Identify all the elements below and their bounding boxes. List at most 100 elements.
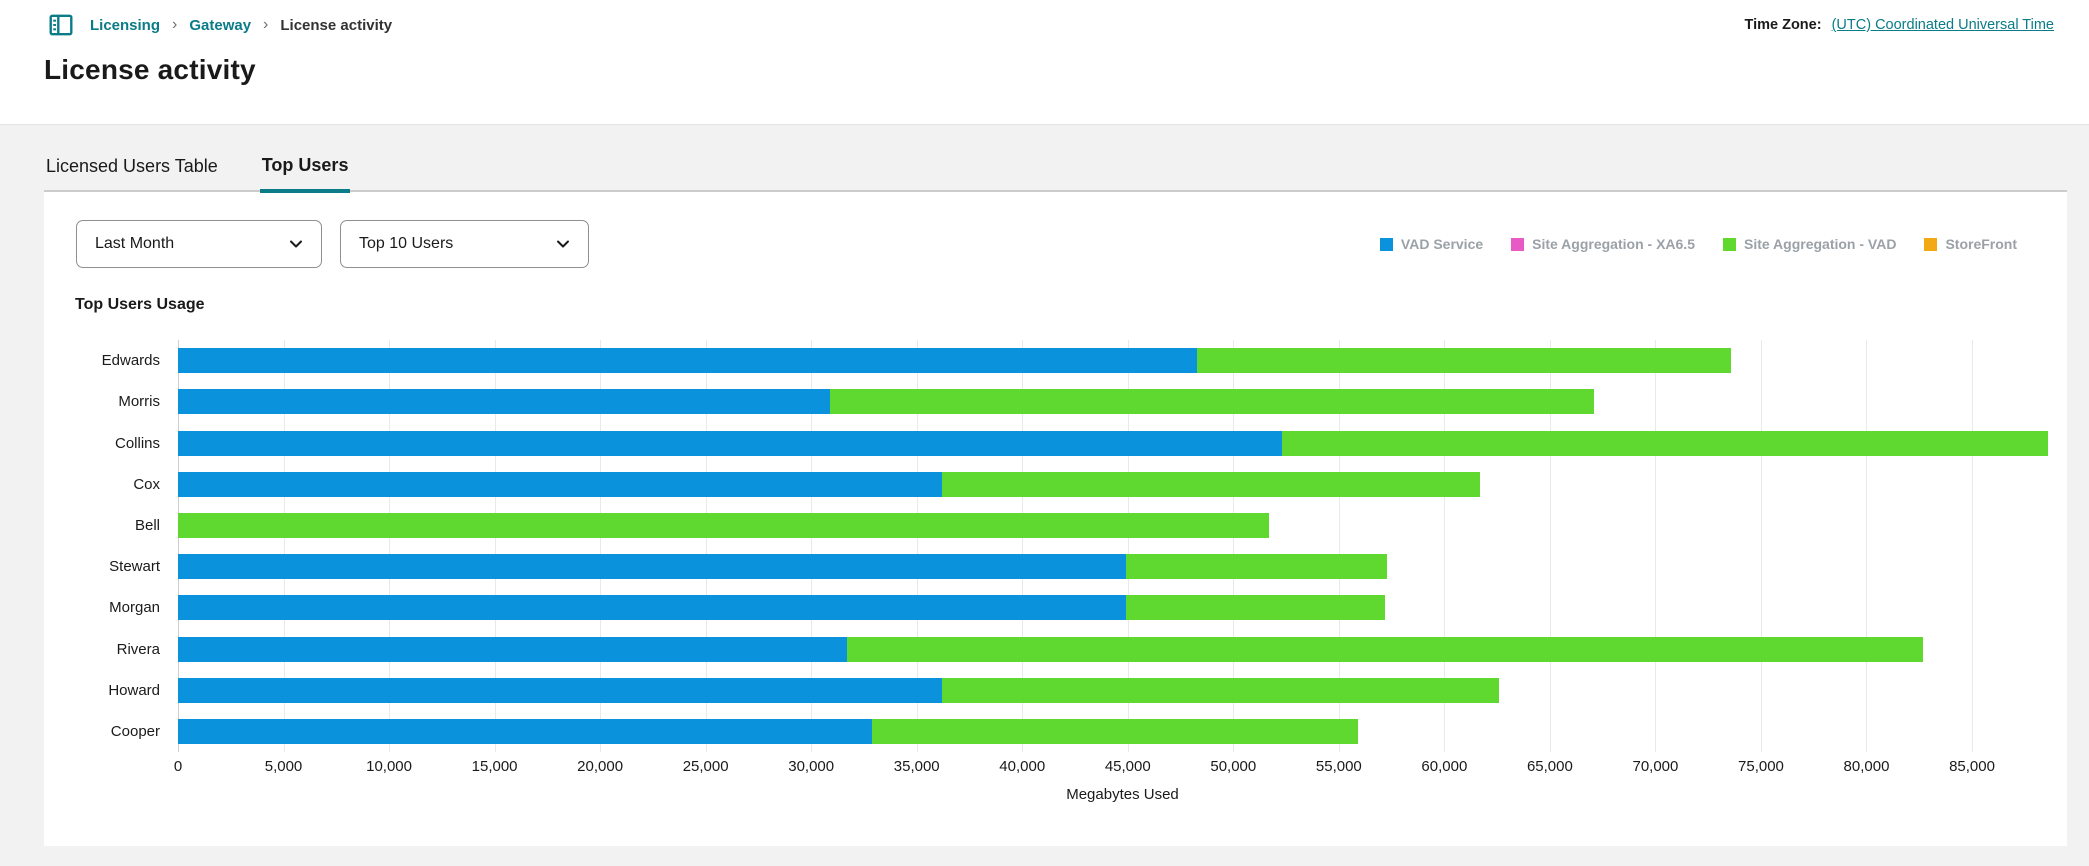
category-label: Edwards [101, 352, 160, 370]
bar-segment-site-aggregation-vad[interactable] [1125, 595, 1386, 621]
x-tick-label: 85,000 [1949, 758, 1995, 775]
breadcrumb-link-licensing[interactable]: Licensing [90, 16, 161, 34]
bar-segment-vad-service[interactable] [178, 554, 1126, 580]
x-axis-title-row: Megabytes Used [44, 786, 2067, 803]
category-label: Cox [133, 475, 160, 493]
gridline [283, 340, 285, 752]
x-tick-label: 50,000 [1210, 758, 1257, 775]
period-dropdown-value: Last Month [95, 235, 175, 252]
top-users-chart: Edwards Morris Collins Cox Bell Stewart Morgan… [44, 340, 2067, 803]
breadcrumb-separator-icon: › [263, 16, 269, 33]
x-tick-label: 55,000 [1315, 758, 1362, 775]
filter-dropdowns: Last Month Top 10 Users [76, 220, 589, 268]
x-axis-ticks: 0 5,000 10,000 15,000 20,000 25,000 30,000 35,0… [174, 758, 2067, 778]
bar-segment-site-aggregation-vad[interactable] [872, 718, 1358, 744]
x-tick-label: 45,000 [1104, 758, 1151, 775]
top-users-dropdown[interactable]: Top 10 Users [340, 220, 589, 268]
stacked-bar-bell [178, 512, 2067, 538]
bar-segment-vad-service[interactable] [178, 677, 943, 703]
gridline [1655, 340, 1657, 752]
x-axis-title: Megabytes Used [1066, 786, 1179, 803]
bar-segment-site-aggregation-vad[interactable] [942, 471, 1481, 497]
legend-label: Site Aggregation - XA6.5 [1532, 236, 1695, 252]
legend-swatch-icon [1924, 237, 1938, 251]
category-label: Cooper [110, 722, 160, 740]
legend-item-storefront[interactable]: StoreFront [1924, 236, 2017, 252]
bar-segment-vad-service[interactable] [178, 595, 1126, 621]
legend-label: StoreFront [1945, 236, 2017, 252]
x-tick-label: 25,000 [682, 758, 729, 775]
gridline [1338, 340, 1340, 752]
chart-row [178, 505, 2067, 546]
bar-segment-vad-service[interactable] [178, 430, 1282, 456]
chart-row [178, 546, 2067, 587]
category-label: Rivera [116, 640, 160, 658]
x-tick-label: 35,000 [893, 758, 940, 775]
timezone-link[interactable]: (UTC) Coordinated Universal Time [1831, 17, 2054, 33]
chart-body: Edwards Morris Collins Cox Bell Stewart Morgan… [44, 340, 2067, 752]
period-dropdown[interactable]: Last Month [76, 220, 322, 268]
legend-item-vad-service[interactable]: VAD Service [1379, 236, 1484, 252]
chart-row [178, 464, 2067, 505]
chart-row [178, 711, 2067, 752]
gridline [916, 340, 918, 752]
bar-segment-site-aggregation-vad[interactable] [1125, 554, 1388, 580]
x-tick-label: 75,000 [1738, 758, 1784, 775]
gridline [1760, 340, 1762, 752]
chart-gridlines [178, 340, 2067, 752]
gridline [1444, 340, 1446, 752]
legend-swatch-icon [1722, 237, 1736, 251]
chevron-down-icon [554, 235, 572, 253]
x-tick-label: 40,000 [999, 758, 1046, 775]
category-labels: Edwards Morris Collins Cox Bell Stewart Morgan… [44, 340, 178, 752]
bar-segment-site-aggregation-vad[interactable] [1281, 430, 2048, 456]
tab-top-users[interactable]: Top Users [259, 155, 351, 193]
bar-segment-site-aggregation-vad[interactable] [847, 636, 1924, 662]
chart-bars [178, 340, 2067, 752]
x-tick-label: 15,000 [471, 758, 518, 775]
stacked-bar-morgan [178, 595, 2067, 621]
category-label: Collins [114, 434, 160, 452]
gridline [1233, 340, 1235, 752]
legend-item-site-aggregation-vad[interactable]: Site Aggregation - VAD [1722, 236, 1897, 252]
chart-plot-area [178, 340, 2067, 752]
chart-legend: VAD Service Site Aggregation - XA6.5 Site … [1379, 236, 2017, 252]
bar-segment-vad-service[interactable] [178, 636, 848, 662]
bar-segment-vad-service[interactable] [178, 471, 943, 497]
bar-segment-site-aggregation-vad[interactable] [942, 677, 1500, 703]
gridline [1972, 340, 1974, 752]
breadcrumb-separator-icon: › [172, 16, 178, 33]
gridline [811, 340, 813, 752]
bar-segment-site-aggregation-vad[interactable] [178, 512, 1270, 538]
stacked-bar-cooper [178, 718, 2067, 744]
stacked-bar-morris [178, 389, 2067, 415]
category-label: Stewart [109, 558, 160, 576]
stacked-bar-collins [178, 430, 2067, 456]
bar-segment-vad-service[interactable] [178, 348, 1198, 374]
bar-segment-site-aggregation-vad[interactable] [830, 389, 1595, 415]
bar-segment-vad-service[interactable] [178, 718, 873, 744]
stacked-bar-cox [178, 471, 2067, 497]
page-title: License activity [44, 54, 256, 85]
breadcrumb-link-gateway[interactable]: Gateway [189, 16, 252, 34]
bar-segment-vad-service[interactable] [178, 389, 831, 415]
stacked-bar-rivera [178, 636, 2067, 662]
timezone: Time Zone: (UTC) Coordinated Universal T… [1744, 17, 2054, 33]
x-tick-label: 70,000 [1632, 758, 1679, 775]
legend-item-site-aggregation-xa6-5[interactable]: Site Aggregation - XA6.5 [1511, 236, 1695, 252]
x-tick-label: 60,000 [1421, 758, 1468, 775]
tab-licensed-users-table[interactable]: Licensed Users Table [46, 156, 218, 176]
page-header: Licensing › Gateway › License activity T… [0, 0, 2089, 125]
x-tick-label: 5,000 [264, 758, 303, 775]
gridline [1549, 340, 1551, 752]
x-tick-label: 10,000 [366, 758, 412, 775]
breadcrumb-current: License activity [280, 16, 393, 34]
gridline [1866, 340, 1868, 752]
legend-label: VAD Service [1400, 236, 1484, 252]
gridline [1127, 340, 1129, 752]
bar-segment-site-aggregation-vad[interactable] [1197, 348, 1732, 374]
x-tick-label: 65,000 [1526, 758, 1573, 775]
legend-label: Site Aggregation - VAD [1743, 236, 1897, 252]
sidebar-panel-icon[interactable] [48, 12, 74, 38]
controls-row: Last Month Top 10 Users [44, 192, 2067, 268]
